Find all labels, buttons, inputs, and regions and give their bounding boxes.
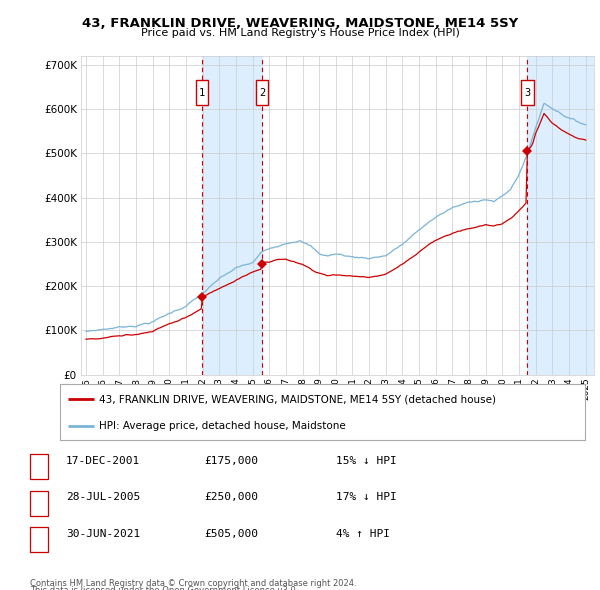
Text: 2: 2 [259, 88, 265, 98]
Text: Price paid vs. HM Land Registry's House Price Index (HPI): Price paid vs. HM Land Registry's House … [140, 28, 460, 38]
Text: 17-DEC-2001: 17-DEC-2001 [66, 456, 140, 466]
Text: This data is licensed under the Open Government Licence v3.0.: This data is licensed under the Open Gov… [30, 586, 298, 590]
FancyBboxPatch shape [256, 80, 268, 105]
Bar [202, 56, 262, 375]
Text: £250,000: £250,000 [204, 493, 258, 502]
Text: Contains HM Land Registry data © Crown copyright and database right 2024.: Contains HM Land Registry data © Crown c… [30, 579, 356, 588]
Text: 43, FRANKLIN DRIVE, WEAVERING, MAIDSTONE, ME14 5SY (detached house): 43, FRANKLIN DRIVE, WEAVERING, MAIDSTONE… [100, 394, 496, 404]
Text: £175,000: £175,000 [204, 456, 258, 466]
Text: 3: 3 [36, 529, 42, 539]
Text: £505,000: £505,000 [204, 529, 258, 539]
Text: 1: 1 [199, 88, 205, 98]
Text: 30-JUN-2021: 30-JUN-2021 [66, 529, 140, 539]
Text: 2: 2 [36, 493, 42, 502]
Text: 17% ↓ HPI: 17% ↓ HPI [336, 493, 397, 502]
Text: 1: 1 [36, 456, 42, 466]
Text: 3: 3 [524, 88, 530, 98]
Text: 28-JUL-2005: 28-JUL-2005 [66, 493, 140, 502]
Text: 15% ↓ HPI: 15% ↓ HPI [336, 456, 397, 466]
Text: HPI: Average price, detached house, Maidstone: HPI: Average price, detached house, Maid… [100, 421, 346, 431]
Text: 4% ↑ HPI: 4% ↑ HPI [336, 529, 390, 539]
FancyBboxPatch shape [196, 80, 208, 105]
Bar [527, 56, 594, 375]
FancyBboxPatch shape [521, 80, 534, 105]
Text: 43, FRANKLIN DRIVE, WEAVERING, MAIDSTONE, ME14 5SY: 43, FRANKLIN DRIVE, WEAVERING, MAIDSTONE… [82, 17, 518, 30]
